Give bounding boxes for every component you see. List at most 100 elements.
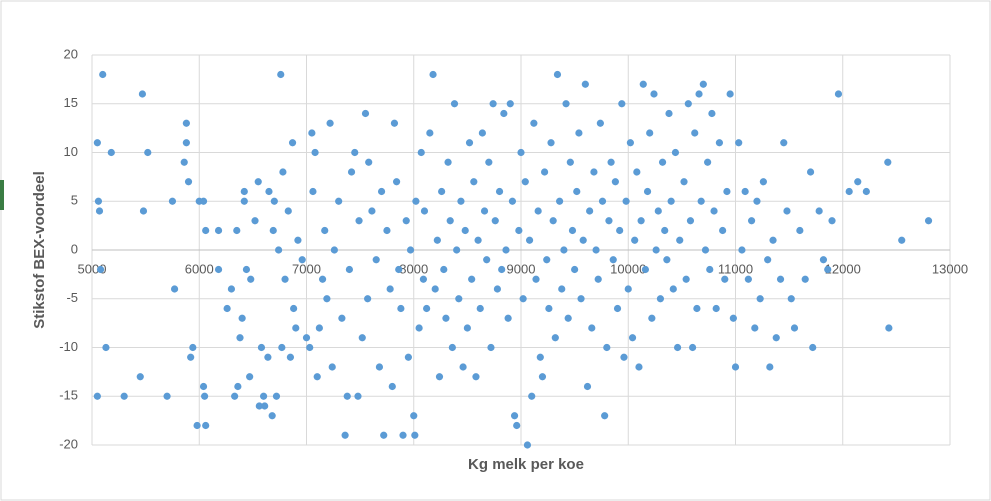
point [547,139,555,147]
point [377,187,386,196]
point [96,265,105,274]
point [338,314,346,322]
point [573,187,581,196]
point [656,295,665,303]
point [365,158,373,166]
point [500,109,508,118]
point [519,295,527,303]
point [646,129,654,137]
point [93,139,101,147]
point [399,431,407,439]
point [628,334,637,342]
y-tick-label: -15 [59,388,78,403]
point [246,373,254,381]
point [510,412,519,420]
point [508,197,517,205]
point [429,70,437,79]
point [669,285,677,293]
point [406,246,415,254]
point [581,80,589,88]
point [298,256,306,264]
point [95,207,104,215]
point [284,207,292,215]
point [468,275,476,283]
point [568,226,577,235]
y-tick-label: 5 [71,193,78,208]
point [712,304,720,313]
point [223,304,231,313]
point [493,285,502,293]
point [590,168,598,176]
point [525,236,534,244]
point [549,217,557,225]
point [93,392,101,400]
point [667,197,675,205]
point [598,197,607,205]
point [326,119,334,127]
point [558,285,566,293]
point [470,178,478,186]
point [107,148,115,157]
point [236,334,244,342]
point [463,324,471,332]
point [575,129,583,137]
point [288,139,297,147]
point [680,178,688,186]
point [731,363,740,371]
point [523,441,532,449]
point [286,353,295,361]
point [747,217,756,225]
point [764,256,772,264]
point [710,207,718,215]
point [193,421,201,430]
point [605,217,613,225]
point [594,275,602,283]
point [562,100,570,108]
point [624,285,632,293]
x-tick-label: 13000 [932,261,968,276]
point [824,265,832,274]
point [431,285,439,293]
point [358,334,366,342]
point [487,343,495,352]
point [650,90,658,98]
point [472,373,480,381]
point [323,295,331,303]
point [260,392,268,400]
point [862,187,870,196]
point [502,246,510,254]
point [321,226,329,235]
x-tick-label: 7000 [292,261,321,276]
point [281,275,289,283]
point [480,207,489,215]
point [461,226,469,235]
point [924,217,933,225]
point [517,148,525,157]
point [787,295,795,303]
point [766,363,774,371]
y-axis-title: Stikstof BEX-voordeel [31,171,48,329]
point [693,304,701,313]
point [806,168,815,176]
point [415,324,423,332]
point [423,304,431,313]
point [361,109,370,118]
point [661,226,669,235]
point [738,246,746,254]
point [397,304,405,313]
point [735,139,743,147]
point [315,324,323,332]
point [182,139,190,147]
point [311,148,319,157]
point [251,217,259,225]
point [182,119,190,127]
point [515,226,523,235]
point [536,353,544,361]
point [665,109,673,118]
point [170,285,179,293]
point [412,197,420,205]
point [601,412,609,420]
point [641,265,650,274]
point [819,256,828,264]
